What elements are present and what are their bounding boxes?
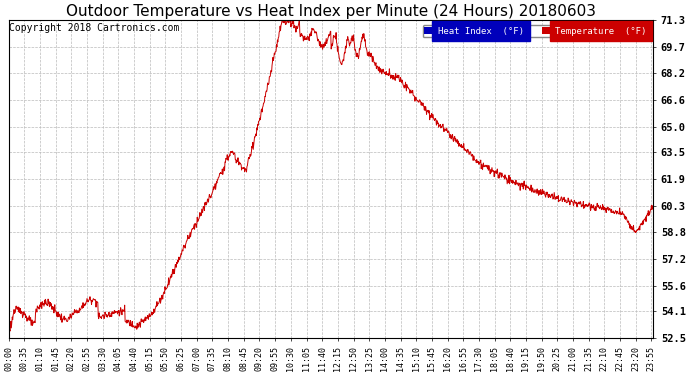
Title: Outdoor Temperature vs Heat Index per Minute (24 Hours) 20180603: Outdoor Temperature vs Heat Index per Mi… [66, 4, 596, 19]
Text: Copyright 2018 Cartronics.com: Copyright 2018 Cartronics.com [9, 23, 179, 33]
Legend: Heat Index  (°F), Temperature  (°F): Heat Index (°F), Temperature (°F) [422, 25, 649, 38]
